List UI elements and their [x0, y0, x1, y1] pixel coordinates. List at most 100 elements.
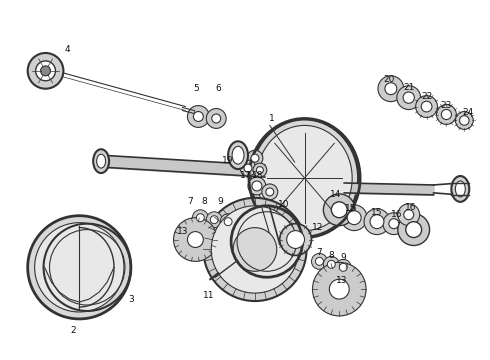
Text: 19: 19 [222, 156, 234, 165]
Circle shape [188, 105, 209, 127]
Text: 22: 22 [421, 92, 432, 101]
Text: 9: 9 [341, 253, 346, 262]
Circle shape [287, 231, 305, 248]
Text: 15: 15 [371, 208, 383, 217]
Circle shape [421, 101, 432, 112]
Circle shape [385, 83, 397, 95]
Text: 8: 8 [328, 251, 334, 260]
Circle shape [206, 212, 222, 228]
Text: 20: 20 [383, 75, 394, 84]
Circle shape [335, 260, 351, 275]
Circle shape [341, 205, 367, 231]
Text: 16: 16 [405, 203, 416, 212]
Text: 5: 5 [194, 84, 199, 93]
Circle shape [455, 112, 473, 129]
Circle shape [220, 214, 236, 230]
Circle shape [398, 214, 430, 246]
Circle shape [193, 210, 208, 226]
Ellipse shape [251, 120, 358, 237]
Circle shape [212, 114, 220, 123]
Circle shape [256, 167, 263, 174]
Text: 11: 11 [202, 291, 214, 300]
Text: 21: 21 [403, 83, 415, 92]
Circle shape [329, 279, 349, 299]
Text: 24: 24 [463, 108, 474, 117]
Text: 9: 9 [218, 197, 223, 206]
Text: 4: 4 [65, 45, 70, 54]
Circle shape [313, 262, 366, 316]
Circle shape [203, 198, 307, 301]
Circle shape [35, 223, 124, 312]
Circle shape [196, 214, 204, 222]
Circle shape [211, 206, 298, 293]
Circle shape [370, 215, 384, 229]
Ellipse shape [455, 181, 466, 197]
Circle shape [194, 112, 203, 121]
Circle shape [248, 177, 266, 195]
Circle shape [28, 216, 131, 319]
Text: 7: 7 [188, 197, 193, 206]
Circle shape [331, 202, 347, 218]
Text: 10: 10 [278, 200, 290, 209]
Text: 13: 13 [177, 227, 188, 236]
Text: 7: 7 [317, 248, 322, 257]
Circle shape [240, 160, 256, 176]
Circle shape [404, 210, 414, 220]
Circle shape [210, 216, 218, 224]
Circle shape [247, 150, 263, 166]
Text: 13: 13 [336, 276, 347, 285]
Ellipse shape [97, 154, 105, 168]
Ellipse shape [93, 149, 109, 173]
Text: 17: 17 [240, 171, 252, 180]
Circle shape [398, 204, 419, 226]
Text: 8: 8 [201, 197, 207, 206]
Circle shape [262, 184, 278, 200]
Circle shape [397, 86, 420, 109]
Text: 16: 16 [391, 210, 403, 219]
Circle shape [378, 76, 404, 102]
Text: 18: 18 [252, 171, 264, 180]
Ellipse shape [257, 125, 352, 231]
Circle shape [280, 224, 312, 255]
Circle shape [173, 218, 217, 261]
Circle shape [252, 181, 262, 191]
Circle shape [251, 154, 259, 162]
Circle shape [253, 163, 267, 177]
Text: 23: 23 [441, 101, 452, 110]
Circle shape [41, 66, 50, 76]
Circle shape [441, 109, 451, 120]
Text: 1: 1 [269, 114, 275, 123]
Circle shape [364, 209, 390, 235]
Circle shape [323, 256, 339, 272]
Circle shape [316, 257, 323, 265]
Circle shape [339, 264, 347, 271]
Circle shape [437, 105, 456, 125]
Text: 14: 14 [330, 190, 341, 199]
Text: 15: 15 [345, 204, 357, 213]
Circle shape [389, 219, 399, 229]
Circle shape [244, 164, 252, 172]
Text: 2: 2 [71, 326, 76, 335]
Circle shape [406, 222, 421, 238]
Circle shape [416, 96, 438, 117]
Circle shape [28, 53, 63, 89]
Circle shape [188, 231, 203, 247]
Circle shape [347, 211, 361, 225]
Circle shape [266, 188, 274, 196]
Text: 6: 6 [215, 84, 221, 93]
Circle shape [327, 260, 335, 268]
Circle shape [460, 116, 469, 125]
Circle shape [224, 218, 232, 226]
Ellipse shape [232, 146, 244, 164]
Text: 3: 3 [128, 294, 134, 303]
Circle shape [36, 61, 55, 81]
Circle shape [312, 253, 327, 269]
Ellipse shape [451, 176, 469, 202]
Circle shape [403, 92, 415, 103]
Circle shape [233, 228, 277, 271]
Circle shape [323, 194, 355, 226]
Ellipse shape [228, 141, 248, 169]
Circle shape [206, 109, 226, 129]
Text: 12: 12 [312, 223, 323, 232]
Circle shape [383, 213, 405, 235]
